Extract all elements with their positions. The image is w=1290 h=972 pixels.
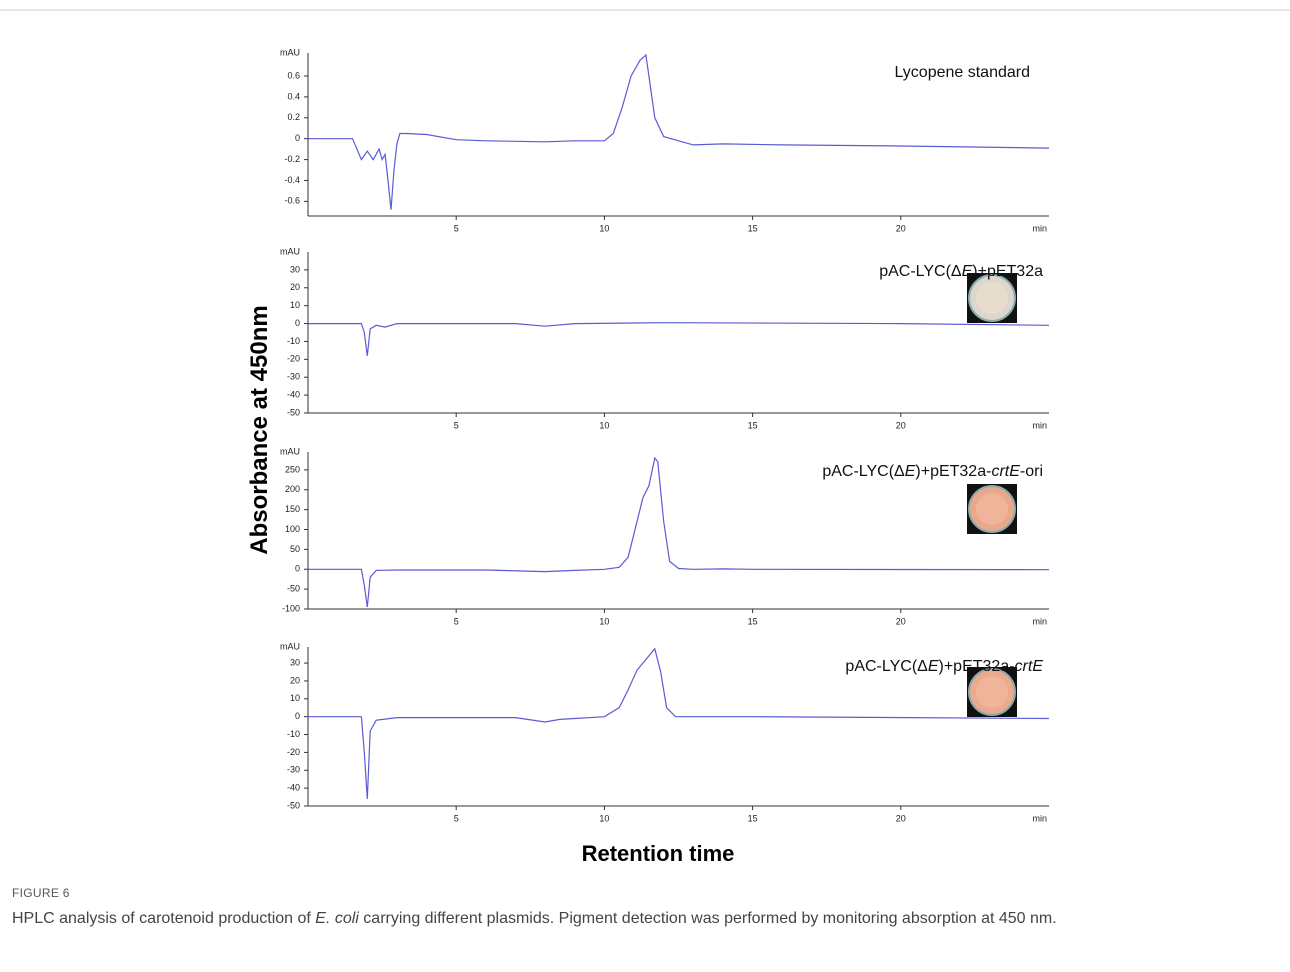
y-tick-label: 20: [290, 675, 300, 685]
y-tick-label: 0: [295, 564, 300, 574]
trace: [308, 647, 1050, 799]
y-tick-label: 10: [290, 300, 300, 310]
title-part: )+pET32a-: [939, 658, 1015, 675]
caption-text: E. coli: [315, 910, 359, 927]
y-tick-label: 0.2: [287, 112, 300, 122]
y-unit: mAU: [280, 47, 300, 57]
title-part: pAC-LYC(Δ: [845, 658, 928, 675]
x-tick-label: 5: [454, 420, 459, 430]
title-part: E: [928, 658, 939, 675]
y-tick-label: 200: [285, 484, 300, 494]
x-axis-title: Retention time: [582, 841, 735, 866]
y-tick-label: 20: [290, 282, 300, 292]
y-tick-label: 30: [290, 657, 300, 667]
x-tick-label: 15: [748, 616, 758, 626]
trace: [308, 322, 1050, 356]
y-tick-label: 0: [295, 318, 300, 328]
y-tick-label: -50: [287, 584, 300, 594]
x-unit: min: [1032, 420, 1047, 430]
x-tick-label: 10: [599, 420, 609, 430]
plate-photo: [967, 273, 1017, 323]
y-tick-label: -0.6: [284, 196, 300, 206]
chart-title: Lycopene standard: [894, 64, 1030, 81]
chart-title: pAC-LYC(ΔE)+pET32a-crtE: [845, 658, 1043, 675]
trace: [308, 53, 1050, 210]
title-part: )+pET32a: [972, 263, 1043, 280]
x-unit: min: [1032, 813, 1047, 823]
y-unit: mAU: [280, 446, 300, 456]
x-tick-label: 20: [896, 616, 906, 626]
title-part: E: [905, 463, 916, 480]
x-tick-label: 20: [896, 420, 906, 430]
x-tick-label: 5: [454, 813, 459, 823]
y-tick-label: -0.4: [284, 175, 300, 185]
plate-photo: [967, 667, 1017, 717]
y-unit: mAU: [280, 641, 300, 651]
trace: [308, 456, 1050, 608]
title-part: pAC-LYC(Δ: [879, 263, 962, 280]
x-tick-label: 5: [454, 223, 459, 233]
x-tick-label: 15: [748, 420, 758, 430]
y-tick-label: -40: [287, 389, 300, 399]
y-tick-label: 10: [290, 693, 300, 703]
x-tick-label: 15: [748, 223, 758, 233]
y-tick-label: 0.6: [287, 70, 300, 80]
x-unit: min: [1032, 616, 1047, 626]
figure-label: FIGURE 6: [12, 886, 70, 900]
y-tick-label: -20: [287, 354, 300, 364]
y-tick-label: -50: [287, 800, 300, 810]
y-tick-label: 150: [285, 504, 300, 514]
title-part: crtE: [991, 463, 1020, 480]
y-tick-label: -50: [287, 407, 300, 417]
x-tick-label: 20: [896, 223, 906, 233]
y-tick-label: -0.2: [284, 154, 300, 164]
chart-title: pAC-LYC(ΔE)+pET32a-crtE-ori: [822, 463, 1043, 480]
figure-caption: HPLC analysis of carotenoid production o…: [12, 908, 1262, 930]
y-tick-label: 250: [285, 464, 300, 474]
y-tick-label: 50: [290, 544, 300, 554]
x-tick-label: 10: [599, 813, 609, 823]
plate-photo: [967, 484, 1017, 534]
figure: Absorbance at 450nm Retention time mAU mi…: [0, 9, 1290, 866]
y-tick-label: -20: [287, 747, 300, 757]
y-tick-label: 0: [295, 133, 300, 143]
y-tick-label: 100: [285, 524, 300, 534]
title-part: )+pET32a-: [915, 463, 991, 480]
title-part: E: [962, 263, 973, 280]
y-axis-title: Absorbance at 450nm: [246, 305, 273, 554]
x-tick-label: 10: [599, 223, 609, 233]
y-tick-label: -40: [287, 783, 300, 793]
x-tick-label: 10: [599, 616, 609, 626]
y-tick-label: 0.4: [287, 91, 300, 101]
title-part: Lycopene standard: [894, 64, 1030, 81]
y-tick-label: -30: [287, 765, 300, 775]
y-tick-label: 30: [290, 264, 300, 274]
y-tick-label: -10: [287, 336, 300, 346]
y-unit: mAU: [280, 246, 300, 256]
y-tick-label: -100: [282, 603, 300, 613]
caption-text: HPLC analysis of carotenoid production o…: [12, 910, 316, 927]
y-tick-label: -30: [287, 372, 300, 382]
x-tick-label: 5: [454, 616, 459, 626]
title-part: pAC-LYC(Δ: [822, 463, 905, 480]
x-tick-label: 20: [896, 813, 906, 823]
y-tick-label: 0: [295, 711, 300, 721]
title-part: -ori: [1020, 463, 1043, 480]
x-tick-label: 15: [748, 813, 758, 823]
y-tick-label: -10: [287, 729, 300, 739]
caption-text: carrying different plasmids. Pigment det…: [358, 910, 1057, 927]
x-unit: min: [1032, 223, 1047, 233]
title-part: crtE: [1015, 658, 1044, 675]
chart-title: pAC-LYC(ΔE)+pET32a: [879, 263, 1043, 280]
